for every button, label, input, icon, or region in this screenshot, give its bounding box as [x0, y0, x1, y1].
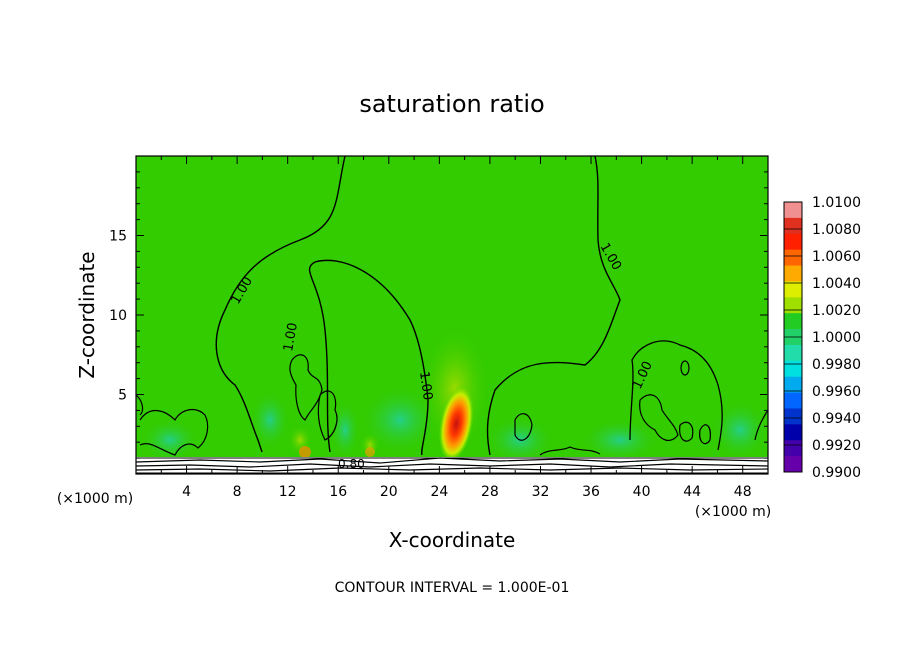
contour-line	[629, 340, 723, 451]
x-tick-label: 12	[279, 484, 297, 500]
x-tick-label: 20	[380, 484, 398, 500]
field-blob	[580, 418, 660, 462]
colorbar-swatch	[784, 408, 802, 425]
contour-line	[215, 156, 346, 453]
x-tick-label: 48	[734, 484, 752, 500]
y-tick-label: 15	[109, 229, 127, 245]
field-blob	[360, 433, 380, 457]
field-blob	[710, 400, 768, 460]
contour-label: 1.00	[281, 322, 301, 353]
colorbar-label: 0.9980	[812, 357, 861, 373]
colorbar-label: 1.0000	[812, 330, 861, 346]
colorbar-swatch	[784, 440, 802, 457]
x-tick-label: 40	[633, 484, 651, 500]
x-tick-label: 24	[430, 484, 448, 500]
contour-line	[680, 360, 690, 376]
colorbar-label: 1.0060	[812, 249, 861, 265]
x-tick-label: 16	[329, 484, 347, 500]
field-hot-spot	[365, 447, 375, 457]
colorbar-label: 1.0020	[812, 303, 861, 319]
contour-line	[639, 394, 679, 442]
contour-line	[139, 408, 209, 456]
field-blob	[330, 400, 360, 460]
field-hot-spot	[299, 446, 311, 458]
field-hot-core	[438, 380, 476, 460]
x-tick-label: 8	[233, 484, 242, 500]
colorbar-swatch	[784, 424, 802, 441]
colorbar: 1.0100 1.0080 1.0060 1.0040 1.0020 1.0000 0.99…	[783, 195, 861, 481]
x-unit-right: (×1000 m)	[695, 504, 771, 520]
colorbar-swatch	[784, 249, 802, 267]
field-blob	[250, 390, 290, 450]
colorbar-swatch	[784, 313, 802, 330]
contour-line	[754, 409, 768, 441]
contour-label: 0.80	[338, 457, 365, 471]
x-axis-label: X-coordinate	[389, 528, 516, 552]
x-tick-label: 44	[683, 484, 701, 500]
y-tick-label: 10	[109, 308, 127, 324]
contour-line	[308, 259, 429, 456]
colorbar-swatch	[784, 202, 802, 219]
x-unit-left: (×1000 m)	[57, 491, 133, 507]
y-axis: 5 10 15	[109, 171, 768, 459]
colorbar-swatch	[784, 360, 802, 378]
x-axis: 4 8 12 16 20 24 28 32 36 40 44 48	[160, 156, 752, 500]
colorbar-label: 0.9920	[812, 438, 861, 454]
y-axis-label: Z-coordinate	[75, 251, 99, 378]
contour-line	[317, 390, 338, 441]
contour-line	[136, 463, 768, 468]
colorbar-label: 1.0040	[812, 276, 861, 292]
contour-line	[289, 354, 323, 421]
colorbar-swatch	[784, 281, 802, 298]
contour-line	[679, 421, 694, 442]
contour-line	[699, 424, 711, 445]
colorbar-label: 0.9940	[812, 411, 861, 427]
contour-line	[136, 394, 144, 416]
contour-line	[136, 467, 768, 472]
field-blob	[140, 418, 200, 462]
colorbar-swatch	[784, 297, 802, 314]
colorbar-swatch	[784, 392, 802, 409]
colorbar-label: 0.9900	[812, 465, 861, 481]
colorbar-label: 1.0080	[812, 222, 861, 238]
x-tick-label: 4	[182, 484, 191, 500]
contour-line	[486, 156, 621, 456]
contour-line	[514, 413, 533, 441]
colorbar-swatch	[784, 217, 802, 235]
colorbar-swatch	[784, 456, 802, 473]
x-tick-label: 36	[582, 484, 600, 500]
chart-title: saturation ratio	[359, 90, 544, 118]
plot-area: 1.00 1.00 1.00 1.00 1.00 0.80	[136, 156, 768, 474]
x-tick-label: 28	[481, 484, 499, 500]
colorbar-swatch	[784, 265, 802, 282]
y-tick-label: 5	[118, 388, 127, 404]
x-tick-label: 32	[532, 484, 550, 500]
contour-label: 1.00	[416, 370, 435, 401]
colorbar-swatch	[784, 376, 802, 394]
contour-interval-note: CONTOUR INTERVAL = 1.000E-01	[335, 580, 570, 596]
colorbar-label: 0.9960	[812, 384, 861, 400]
field-blob	[360, 385, 440, 455]
contour-line	[539, 446, 601, 456]
colorbar-label: 1.0100	[812, 195, 861, 211]
colorbar-swatch	[784, 344, 802, 362]
colorbar-swatch	[784, 233, 802, 251]
